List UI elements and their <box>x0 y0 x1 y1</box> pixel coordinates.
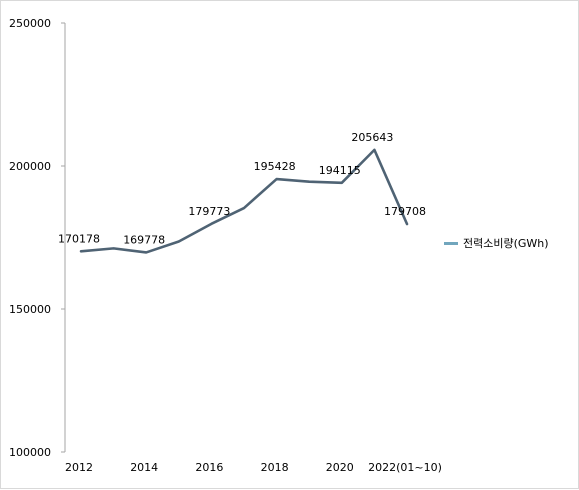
series-line <box>79 148 409 254</box>
legend: 전력소비량(GWh) <box>444 235 549 251</box>
y-tick-label: 150000 <box>9 303 51 316</box>
data-labels: 170178 169778 179773 195428 194115 205643 1797… <box>58 131 426 247</box>
y-tick-label: 200000 <box>9 160 51 173</box>
x-tick-label: 2022(01~10) <box>368 461 442 474</box>
y-ticks: 100000 150000 200000 250000 <box>9 17 65 459</box>
y-tick-label: 100000 <box>9 446 51 459</box>
x-tick-label: 2012 <box>65 461 93 474</box>
x-tick-label: 2014 <box>130 461 158 474</box>
x-tick-label: 2016 <box>195 461 223 474</box>
data-label: 170178 <box>58 232 100 245</box>
x-tick-label: 2020 <box>326 461 354 474</box>
data-label: 169778 <box>123 233 165 246</box>
data-label: 205643 <box>351 131 393 144</box>
series-group <box>79 148 409 254</box>
data-label: 179708 <box>384 205 426 218</box>
x-ticks: 2012 2014 2016 2018 2020 2022(01~10) <box>65 461 442 474</box>
data-label: 195428 <box>254 160 296 173</box>
legend-label: 전력소비량(GWh) <box>463 237 549 250</box>
legend-swatch <box>444 241 458 245</box>
data-label: 179773 <box>188 205 230 218</box>
data-label: 194115 <box>319 164 361 177</box>
x-tick-label: 2018 <box>261 461 289 474</box>
y-tick-label: 250000 <box>9 17 51 30</box>
